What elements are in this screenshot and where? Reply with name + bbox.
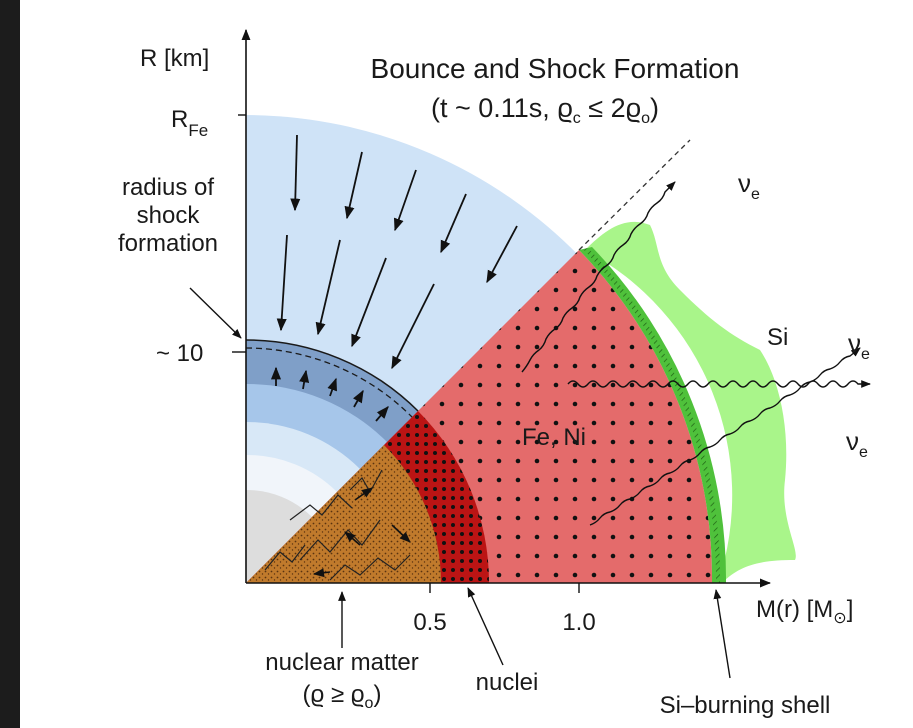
nuclear-matter-zigzags bbox=[264, 469, 411, 581]
fe-ni-label: Fe, Ni bbox=[522, 424, 586, 451]
shock-radius-label-line2: shock bbox=[137, 202, 201, 229]
si-shell-pointer bbox=[713, 589, 731, 679]
inner-core-gray bbox=[246, 489, 312, 583]
neutrino-paths bbox=[521, 181, 871, 526]
neutrino-label-top: νe bbox=[738, 168, 760, 203]
shock-radius-label-line3: formation bbox=[118, 230, 218, 257]
diagram-title-line1: Bounce and Shock Formation bbox=[371, 53, 740, 84]
shock-radius-pointer bbox=[189, 287, 242, 339]
si-label: Si bbox=[767, 324, 788, 351]
diagonal-dashed-line bbox=[578, 139, 691, 251]
x-tick-label-10: 1.0 bbox=[562, 609, 595, 636]
nuclear-matter-speckle bbox=[246, 445, 442, 583]
nuclear-matter-condition: (ϱ ≥ ϱo) bbox=[303, 681, 382, 712]
si-burning-shell-label: Si–burning shell bbox=[660, 692, 831, 719]
left-dark-bar bbox=[0, 0, 20, 728]
y-tick-label-10: ~ 10 bbox=[156, 340, 203, 367]
shock-radius-label-line1: radius of bbox=[122, 174, 214, 201]
diagram-title-line2: (t ~ 0.11s, ϱc ≤ 2ϱo) bbox=[431, 93, 659, 127]
si-burning-shell bbox=[579, 247, 727, 583]
y-axis-label: R [km] bbox=[140, 45, 209, 72]
inner-core-edge bbox=[245, 339, 419, 412]
nuclei-pointer bbox=[467, 587, 504, 666]
outward-arrows bbox=[270, 366, 389, 422]
y-tick-label-rfe: RFe bbox=[171, 106, 208, 140]
nuclei-label: nuclei bbox=[476, 669, 539, 696]
neutrino-label-middle: νe bbox=[848, 328, 870, 363]
neutrino-label-bottom: νe bbox=[846, 426, 868, 461]
si-region bbox=[585, 221, 796, 583]
x-axis-label: M(r) [M⊙] bbox=[756, 596, 853, 627]
nuclear-matter-arrows bbox=[312, 487, 411, 578]
nuclear-matter-label: nuclear matter bbox=[265, 649, 418, 676]
shock-formation-arc bbox=[245, 347, 413, 418]
x-tick-label-05: 0.5 bbox=[413, 609, 446, 636]
infall-arrows bbox=[276, 134, 518, 370]
